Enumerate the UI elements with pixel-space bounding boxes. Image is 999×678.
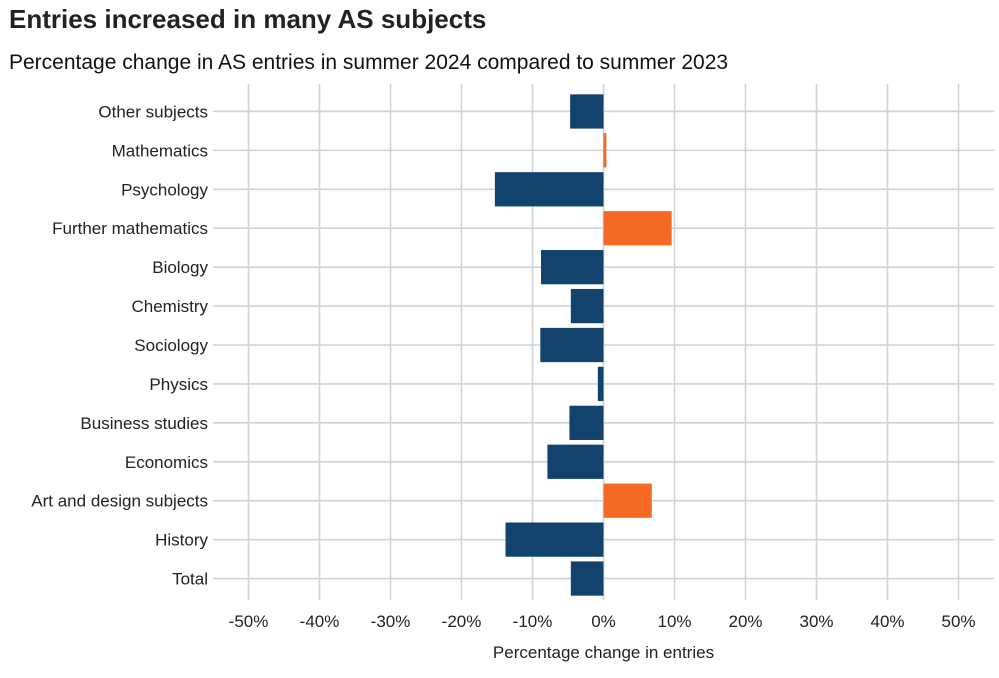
bars bbox=[494, 94, 672, 596]
bar-chemistry bbox=[570, 288, 604, 324]
bar-psychology bbox=[494, 172, 604, 207]
x-tick-label: 20% bbox=[728, 612, 762, 631]
y-tick-label: Business studies bbox=[80, 414, 208, 433]
y-tick-label: Physics bbox=[149, 375, 208, 394]
x-axis-title: Percentage change in entries bbox=[493, 643, 714, 662]
x-tick-label: 10% bbox=[657, 612, 691, 631]
chart-subtitle: Percentage change in AS entries in summe… bbox=[9, 51, 729, 74]
y-tick-label: Mathematics bbox=[112, 141, 208, 160]
y-tick-label: History bbox=[155, 531, 208, 550]
x-tick-label: -20% bbox=[442, 612, 482, 631]
x-tick-label: -50% bbox=[229, 612, 269, 631]
chart-title: Entries increased in many AS subjects bbox=[9, 4, 487, 34]
bar-history bbox=[505, 522, 604, 557]
bar-total bbox=[570, 561, 604, 596]
bar-economics bbox=[547, 444, 604, 479]
x-tick-label: -40% bbox=[300, 612, 340, 631]
bar-business-studies bbox=[569, 405, 604, 440]
bar-further-mathematics bbox=[603, 211, 672, 246]
x-axis-labels: -50% -40% -30% -20% -10% 0% 10% 20% 30% 40% 50% bbox=[229, 612, 976, 631]
y-axis-labels: Other subjects Mathematics Psychology Furth… bbox=[31, 102, 208, 588]
y-tick-label: Other subjects bbox=[98, 102, 208, 121]
y-tick-label: Biology bbox=[152, 258, 208, 277]
y-tick-label: Total bbox=[172, 570, 208, 589]
bar-biology bbox=[541, 250, 604, 285]
x-tick-label: 40% bbox=[870, 612, 904, 631]
bar-sociology bbox=[540, 327, 604, 363]
bar-other-subjects bbox=[570, 94, 604, 129]
x-tick-label: -10% bbox=[513, 612, 553, 631]
y-tick-label: Economics bbox=[125, 453, 208, 472]
x-tick-label: 30% bbox=[799, 612, 833, 631]
y-tick-label: Art and design subjects bbox=[31, 492, 208, 511]
x-tick-label: 0% bbox=[591, 612, 616, 631]
y-tick-label: Chemistry bbox=[131, 297, 208, 316]
gridlines bbox=[213, 84, 994, 600]
bar-physics bbox=[597, 366, 604, 402]
bar-mathematics bbox=[603, 133, 607, 168]
x-tick-label: 50% bbox=[941, 612, 975, 631]
bar-art-and-design-subjects bbox=[603, 483, 652, 518]
y-tick-label: Psychology bbox=[121, 180, 208, 199]
y-tick-label: Further mathematics bbox=[52, 219, 208, 238]
x-tick-label: -30% bbox=[371, 612, 411, 631]
y-tick-label: Sociology bbox=[134, 336, 208, 355]
